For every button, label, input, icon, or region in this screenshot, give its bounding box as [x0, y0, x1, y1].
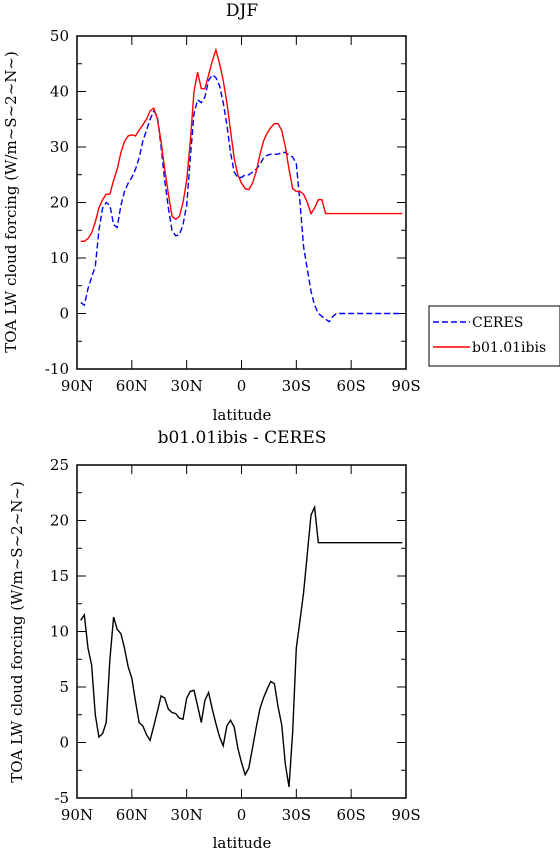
legend-model-label: b01.01ibis	[472, 340, 546, 356]
top-chart-legend: CERES b01.01ibis	[429, 306, 560, 366]
chart1-x-tick-label: 30S	[282, 806, 311, 824]
top-chart: DJF latitude TOA LW cloud forcing (W/m~S…	[2, 1, 421, 424]
bottom-chart: b01.01ibis - CERES latitude TOA LW cloud…	[8, 428, 421, 851]
chart0-x-tick-label: 30S	[282, 377, 311, 395]
chart0-y-tick-label: 40	[50, 83, 69, 101]
top-chart-x-ticks: 90N 60N 30N 0 30S 60S 90S	[61, 36, 421, 395]
chart0-x-tick-label: 60N	[116, 377, 148, 395]
chart1-y-tick-label: 10	[50, 623, 69, 641]
chart0-y-tick-label: 0	[59, 305, 69, 323]
chart1-x-tick-label: 0	[237, 806, 247, 824]
top-chart-y-ticks: -10 0 10 20 30 40 50	[45, 27, 406, 378]
chart1-y-tick-label: 25	[50, 456, 69, 474]
chart1-x-tick-label: 90N	[61, 806, 93, 824]
bottom-chart-title: b01.01ibis - CERES	[158, 428, 327, 448]
bottom-chart-x-ticks: 90N 60N 30N 0 30S 60S 90S	[61, 465, 421, 824]
chart1-y-tick-label: 20	[50, 512, 69, 530]
chart1-y-tick-label: -5	[54, 789, 69, 807]
chart1-x-tick-label: 60N	[116, 806, 148, 824]
chart1-y-tick-label: 5	[59, 678, 69, 696]
chart1-y-tick-label: 0	[59, 734, 69, 752]
chart0-y-tick-label: -10	[45, 360, 69, 378]
chart0-x-tick-label: 90S	[391, 377, 420, 395]
chart0-x-tick-label: 0	[237, 377, 247, 395]
bottom-chart-xlabel: latitude	[213, 834, 272, 851]
top-chart-ylabel: TOA LW cloud forcing (W/m~S~2~N~)	[2, 51, 20, 353]
chart1-x-tick-label: 90S	[391, 806, 420, 824]
bottom-chart-frame	[77, 465, 406, 798]
chart0-series-line-0	[81, 75, 403, 322]
chart1-series-line-0	[81, 507, 403, 787]
bottom-chart-series	[81, 507, 403, 787]
bottom-chart-y-ticks: -5 0 5 10 15 20 25	[50, 456, 406, 807]
chart0-x-tick-label: 60S	[336, 377, 365, 395]
chart0-y-tick-label: 50	[50, 27, 69, 45]
chart0-x-tick-label: 90N	[61, 377, 93, 395]
chart0-series-line-1	[81, 50, 403, 241]
chart0-x-tick-label: 30N	[171, 377, 203, 395]
top-chart-title: DJF	[226, 1, 258, 21]
top-chart-series	[81, 50, 403, 322]
chart1-x-tick-label: 30N	[171, 806, 203, 824]
chart1-y-tick-label: 15	[50, 567, 69, 585]
chart1-x-tick-label: 60S	[336, 806, 365, 824]
top-chart-frame	[77, 36, 406, 369]
top-chart-xlabel: latitude	[213, 406, 272, 424]
legend-ceres-label: CERES	[472, 315, 523, 331]
chart0-y-tick-label: 30	[50, 138, 69, 156]
chart0-y-tick-label: 10	[50, 249, 69, 267]
chart0-y-tick-label: 20	[50, 194, 69, 212]
bottom-chart-ylabel: TOA LW cloud forcing (W/m~S~2~N~)	[8, 481, 26, 783]
